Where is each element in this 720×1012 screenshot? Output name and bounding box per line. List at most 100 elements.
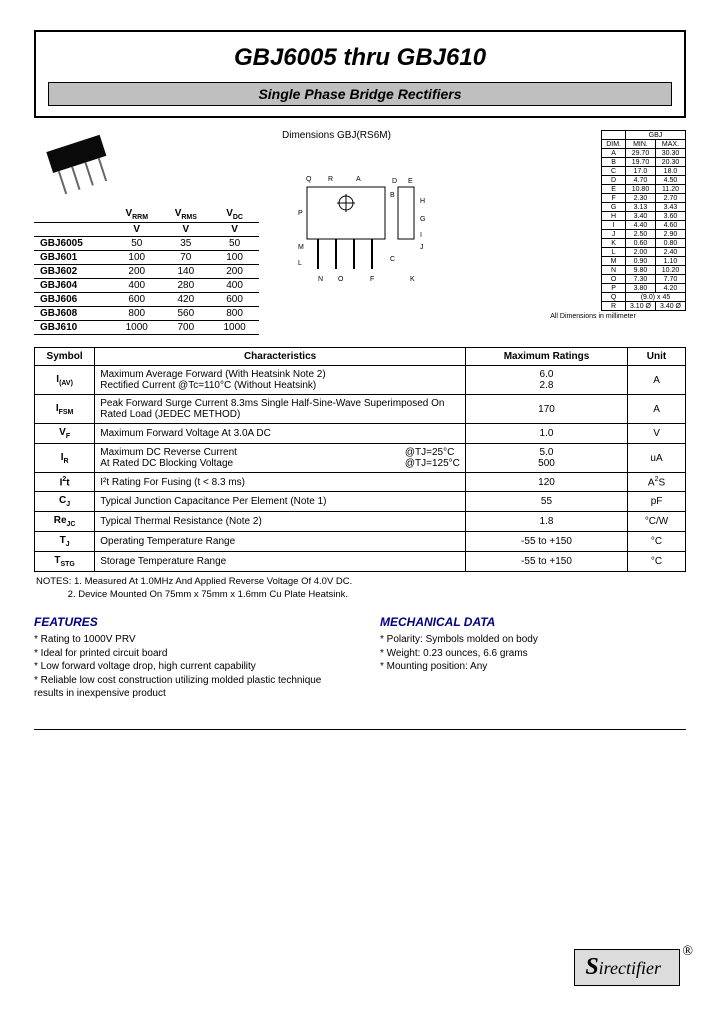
- svg-text:J: J: [420, 244, 424, 251]
- dimensions-caption: All Dimensions in millimeter: [500, 313, 686, 320]
- rating-value: 600: [210, 293, 259, 307]
- dimension-row: I4.404.60: [602, 221, 686, 230]
- part-number: GBJ601: [34, 251, 112, 265]
- notes: NOTES: 1. Measured At 1.0MHz And Applied…: [36, 576, 686, 601]
- mechanical-item: * Polarity: Symbols molded on body: [380, 633, 686, 647]
- title: GBJ6005 thru GBJ610: [48, 44, 672, 72]
- dimension-row: M0.901.10: [602, 257, 686, 266]
- max-rating-cell: 1.8: [465, 512, 627, 532]
- mechanical-list: * Polarity: Symbols molded on body* Weig…: [380, 633, 686, 674]
- unit-cell: V: [628, 424, 686, 444]
- unit-cell: A2S: [628, 473, 686, 492]
- rating-value: 140: [161, 265, 210, 279]
- rating-value: 35: [161, 237, 210, 251]
- header-frame: GBJ6005 thru GBJ610 Single Phase Bridge …: [34, 30, 686, 118]
- rating-value: 70: [161, 251, 210, 265]
- svg-text:P: P: [298, 210, 303, 217]
- characteristic-cell: I²t Rating For Fusing (t < 8.3 ms): [95, 473, 466, 492]
- divider: [34, 729, 686, 730]
- unit-cell: °C/W: [628, 512, 686, 532]
- symbol-cell: VF: [35, 424, 95, 444]
- component-image: [34, 130, 129, 200]
- unit-cell: °C: [628, 532, 686, 552]
- max-rating-cell: 55: [465, 492, 627, 512]
- max-rating-cell: 1.0: [465, 424, 627, 444]
- svg-text:Q: Q: [306, 176, 312, 183]
- svg-text:K: K: [410, 276, 415, 283]
- col-vdc: VDC: [210, 207, 259, 223]
- rating-value: 700: [161, 321, 210, 335]
- unit-cell: pF: [628, 492, 686, 512]
- svg-text:D: D: [392, 178, 397, 185]
- dimensions-label: Dimensions GBJ(RS6M): [282, 130, 482, 141]
- svg-text:M: M: [298, 244, 304, 251]
- dimension-row: G3.133.43: [602, 203, 686, 212]
- dimension-row: K0.600.80: [602, 239, 686, 248]
- col-vrrm: VRRM: [112, 207, 161, 223]
- rating-value: 1000: [210, 321, 259, 335]
- svg-text:N: N: [318, 276, 323, 283]
- svg-text:C: C: [390, 256, 395, 263]
- logo: Sirectifier ®: [574, 949, 680, 986]
- mechanical-item: * Weight: 0.23 ounces, 6.6 grams: [380, 647, 686, 661]
- top-section: VRRM VRMS VDC V V V GBJ6005503550GBJ6011…: [34, 130, 686, 335]
- rating-value: 100: [112, 251, 161, 265]
- characteristic-cell: Maximum Forward Voltage At 3.0A DC: [95, 424, 466, 444]
- characteristic-cell: Maximum Average Forward (With Heatsink N…: [95, 366, 466, 395]
- registered-icon: ®: [682, 944, 693, 960]
- rating-value: 800: [112, 307, 161, 321]
- rating-value: 50: [112, 237, 161, 251]
- symbol-cell: ReJC: [35, 512, 95, 532]
- svg-text:F: F: [370, 276, 374, 283]
- symbol-cell: TSTG: [35, 552, 95, 572]
- symbol-cell: IR: [35, 444, 95, 473]
- characteristic-cell: Typical Thermal Resistance (Note 2): [95, 512, 466, 532]
- dimension-row: J2.502.90: [602, 230, 686, 239]
- svg-text:L: L: [298, 260, 302, 267]
- max-rating-cell: 6.0 2.8: [465, 366, 627, 395]
- rating-value: 1000: [112, 321, 161, 335]
- svg-text:O: O: [338, 276, 344, 283]
- characteristic-cell: Peak Forward Surge Current 8.3ms Single …: [95, 395, 466, 424]
- dimension-row: O7.307.70: [602, 275, 686, 284]
- mechanical-heading: MECHANICAL DATA: [380, 615, 686, 629]
- subtitle: Single Phase Bridge Rectifiers: [48, 82, 672, 106]
- dimension-row: E10.8011.20: [602, 185, 686, 194]
- rating-value: 420: [161, 293, 210, 307]
- svg-text:E: E: [408, 178, 413, 185]
- dimension-row: A29.7030.30: [602, 149, 686, 158]
- rating-value: 200: [210, 265, 259, 279]
- features-heading: FEATURES: [34, 615, 340, 629]
- feature-item: * Low forward voltage drop, high current…: [34, 660, 340, 674]
- feature-item: * Rating to 1000V PRV: [34, 633, 340, 647]
- dimension-row: Q(9.0) x 45: [602, 293, 686, 302]
- svg-text:I: I: [420, 232, 422, 239]
- dimension-row: F2.302.70: [602, 194, 686, 203]
- part-number: GBJ606: [34, 293, 112, 307]
- max-rating-cell: 170: [465, 395, 627, 424]
- rating-value: 100: [210, 251, 259, 265]
- dimensions-table: GBJ DIM. MIN. MAX. A29.7030.30B19.7020.3…: [601, 130, 686, 311]
- feature-item: * Ideal for printed circuit board: [34, 647, 340, 661]
- max-rating-cell: -55 to +150: [465, 532, 627, 552]
- rating-value: 560: [161, 307, 210, 321]
- bottom-section: FEATURES * Rating to 1000V PRV* Ideal fo…: [34, 615, 686, 701]
- max-rating-cell: -55 to +150: [465, 552, 627, 572]
- characteristic-cell: Storage Temperature Range: [95, 552, 466, 572]
- rating-value: 600: [112, 293, 161, 307]
- rating-value: 400: [112, 279, 161, 293]
- dimension-row: N9.8010.20: [602, 266, 686, 275]
- dimension-row: P3.804.20: [602, 284, 686, 293]
- characteristic-cell: Typical Junction Capacitance Per Element…: [95, 492, 466, 512]
- rating-value: 400: [210, 279, 259, 293]
- svg-text:H: H: [420, 198, 425, 205]
- symbol-cell: I(AV): [35, 366, 95, 395]
- unit-cell: uA: [628, 444, 686, 473]
- unit-cell: A: [628, 395, 686, 424]
- dimension-row: L2.002.40: [602, 248, 686, 257]
- characteristic-cell: Operating Temperature Range: [95, 532, 466, 552]
- part-number: GBJ602: [34, 265, 112, 279]
- features-list: * Rating to 1000V PRV* Ideal for printed…: [34, 633, 340, 701]
- ratings-table: VRRM VRMS VDC V V V GBJ6005503550GBJ6011…: [34, 207, 259, 335]
- unit-cell: A: [628, 366, 686, 395]
